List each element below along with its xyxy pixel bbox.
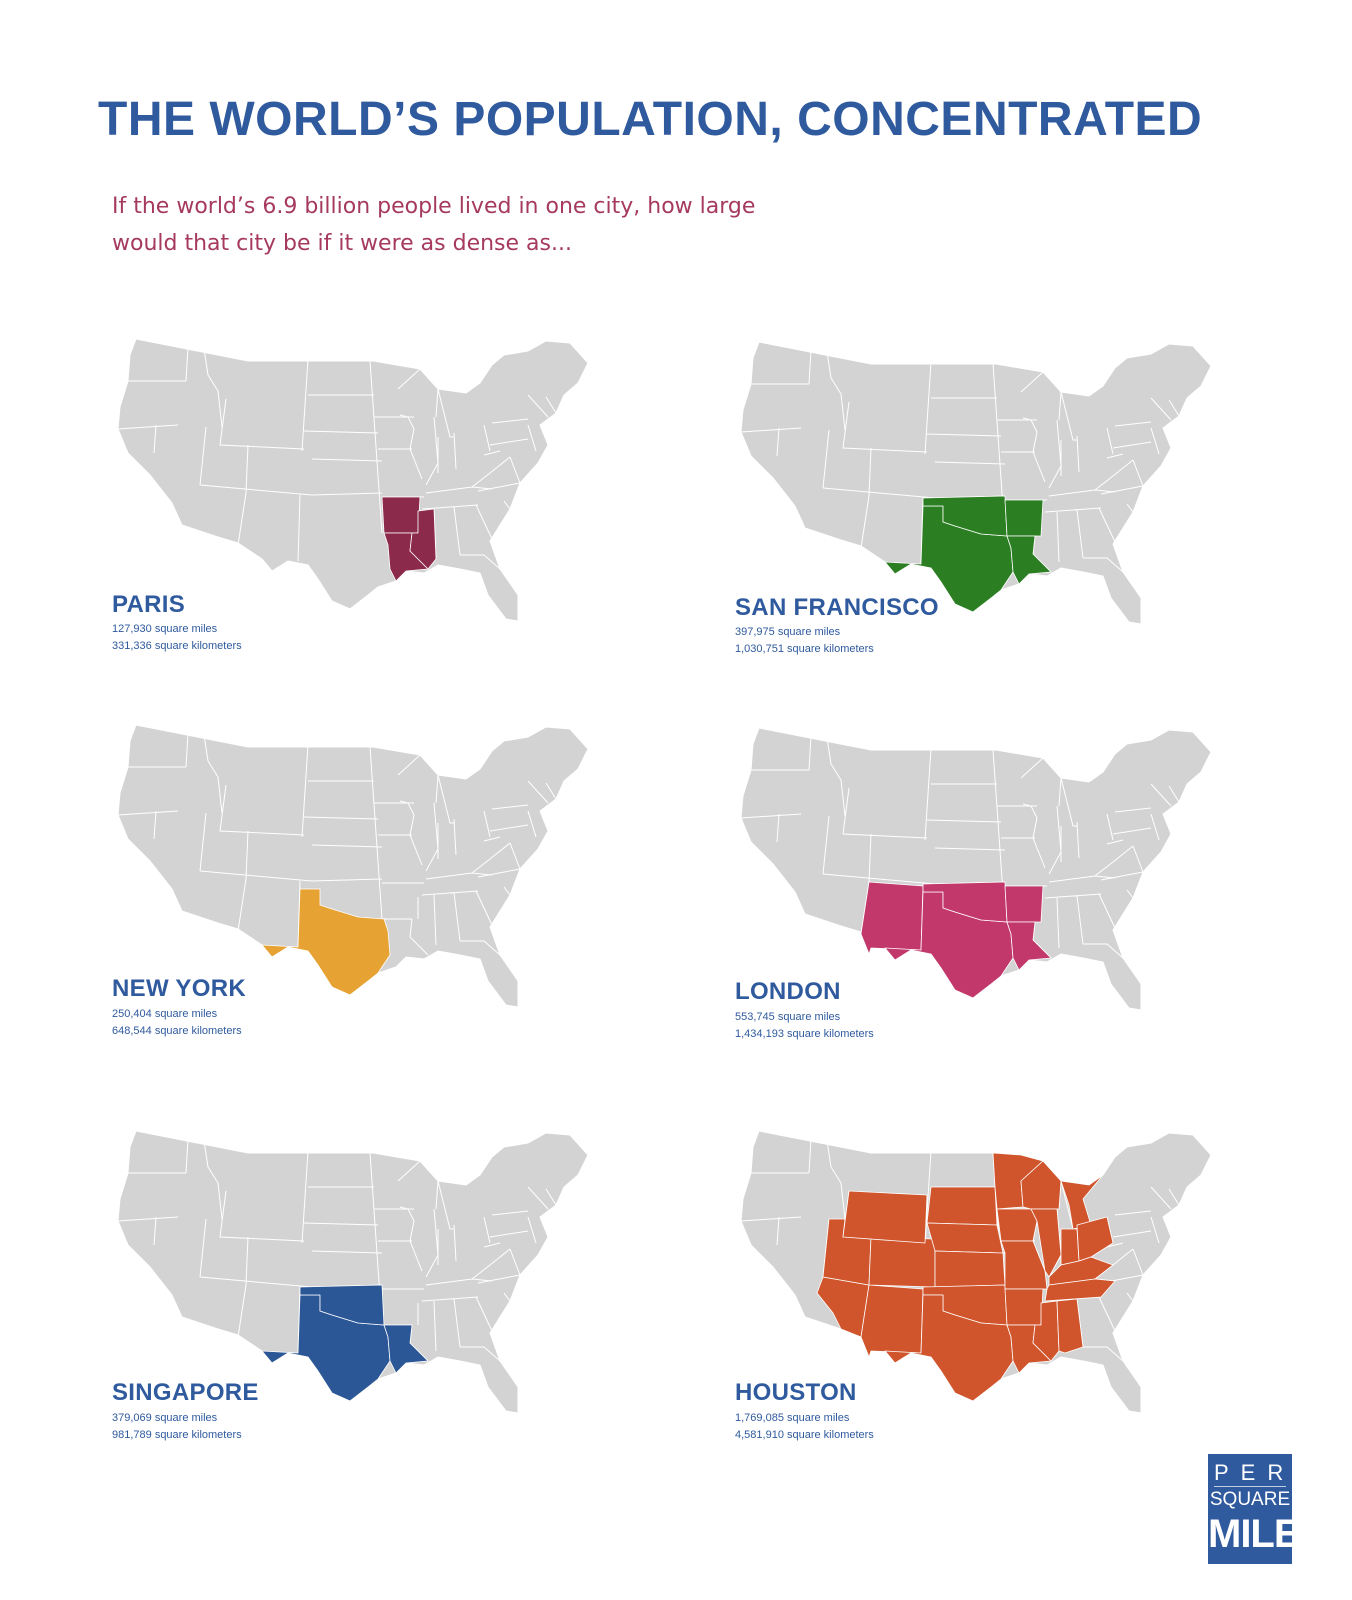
highlighted-state-indiana xyxy=(1060,1228,1080,1266)
area-square-miles: 397,975 square miles xyxy=(735,626,841,638)
highlighted-state-texas xyxy=(261,888,391,996)
panel-new-york: NEW YORK 250,404 square miles 648,544 sq… xyxy=(100,711,620,1071)
city-name: SAN FRANCISCO xyxy=(735,594,939,621)
area-square-miles: 379,069 square miles xyxy=(112,1412,218,1424)
us-landmass xyxy=(117,724,589,1008)
city-name: HOUSTON xyxy=(735,1379,857,1406)
us-landmass xyxy=(117,338,589,622)
highlighted-state-iowa xyxy=(996,1208,1038,1242)
area-square-miles: 250,404 square miles xyxy=(112,1008,218,1020)
us-map xyxy=(740,341,1212,625)
us-map xyxy=(117,338,589,622)
subtitle: If the world’s 6.9 billion people lived … xyxy=(112,188,812,262)
highlighted-state-colorado xyxy=(868,1236,936,1288)
highlighted-state-new-mexico xyxy=(860,881,924,955)
area-square-miles: 553,745 square miles xyxy=(735,1011,841,1023)
highlighted-state-new-mexico xyxy=(860,1284,924,1358)
us-landmass xyxy=(740,727,1212,1011)
highlighted-state-louisiana xyxy=(1006,921,1052,971)
city-name: NEW YORK xyxy=(112,975,246,1002)
city-name: PARIS xyxy=(112,591,186,618)
area-square-miles: 1,769,085 square miles xyxy=(735,1412,850,1424)
highlighted-state-south-dakota xyxy=(926,1186,998,1226)
city-name: LONDON xyxy=(735,978,841,1005)
us-map xyxy=(740,1130,1212,1414)
highlighted-state-kansas xyxy=(934,1250,1006,1288)
highlighted-state-arkansas xyxy=(381,496,421,534)
highlighted-state-wisconsin xyxy=(1020,1160,1062,1210)
area-square-miles: 127,930 square miles xyxy=(112,623,218,635)
area-square-kilometers: 4,581,910 square kilometers xyxy=(735,1429,874,1441)
highlighted-state-nebraska xyxy=(926,1222,1004,1254)
panel-singapore: SINGAPORE 379,069 square miles 981,789 s… xyxy=(100,1117,620,1477)
highlighted-state-arkansas xyxy=(1004,885,1044,923)
subtitle-line-1: If the world’s 6.9 billion people lived … xyxy=(112,194,756,219)
highlighted-state-louisiana xyxy=(1006,535,1052,585)
us-map xyxy=(117,1130,589,1414)
area-square-kilometers: 1,434,193 square kilometers xyxy=(735,1028,874,1040)
highlighted-state-texas xyxy=(884,1294,1014,1402)
panel-houston: HOUSTON 1,769,085 square miles 4,581,910… xyxy=(723,1117,1243,1477)
highlighted-state-oklahoma xyxy=(299,1284,385,1326)
panel-san-francisco: SAN FRANCISCO 397,975 square miles 1,030… xyxy=(723,328,1243,688)
logo-line-3: MILE xyxy=(1208,1512,1301,1556)
panel-london: LONDON 553,745 square miles 1,434,193 sq… xyxy=(723,714,1243,1074)
area-square-kilometers: 648,544 square kilometers xyxy=(112,1025,242,1037)
city-name: SINGAPORE xyxy=(112,1379,259,1406)
panel-paris: PARIS 127,930 square miles 331,336 squar… xyxy=(100,325,620,685)
highlighted-state-tennessee xyxy=(1044,1278,1116,1302)
highlighted-state-ohio xyxy=(1076,1216,1114,1262)
highlighted-state-arkansas xyxy=(1004,1288,1044,1326)
us-map xyxy=(740,727,1212,1011)
highlighted-state-louisiana xyxy=(383,1324,429,1374)
highlighted-state-alabama xyxy=(1056,1298,1084,1354)
area-square-kilometers: 981,789 square kilometers xyxy=(112,1429,242,1441)
area-square-kilometers: 1,030,751 square kilometers xyxy=(735,643,874,655)
page-title: THE WORLD’S POPULATION, CONCENTRATED xyxy=(98,93,1203,146)
logo-line-2: SQUARE xyxy=(1209,1489,1291,1510)
subtitle-line-2: would that city be if it were as dense a… xyxy=(112,231,572,256)
per-square-mile-logo: PER SQUARE MILE xyxy=(1208,1454,1301,1564)
logo-divider xyxy=(1214,1486,1286,1487)
state-borders xyxy=(117,732,557,956)
us-landmass xyxy=(740,341,1212,625)
logo-line-1: PER xyxy=(1214,1460,1296,1485)
highlighted-state-michigan xyxy=(1060,1174,1104,1230)
highlighted-state-mississippi xyxy=(409,508,437,570)
area-square-kilometers: 331,336 square kilometers xyxy=(112,640,242,652)
highlighted-state-wyoming xyxy=(842,1190,928,1244)
us-map xyxy=(117,724,589,1008)
us-landmass xyxy=(117,1130,589,1414)
highlighted-state-arkansas xyxy=(1004,499,1044,537)
